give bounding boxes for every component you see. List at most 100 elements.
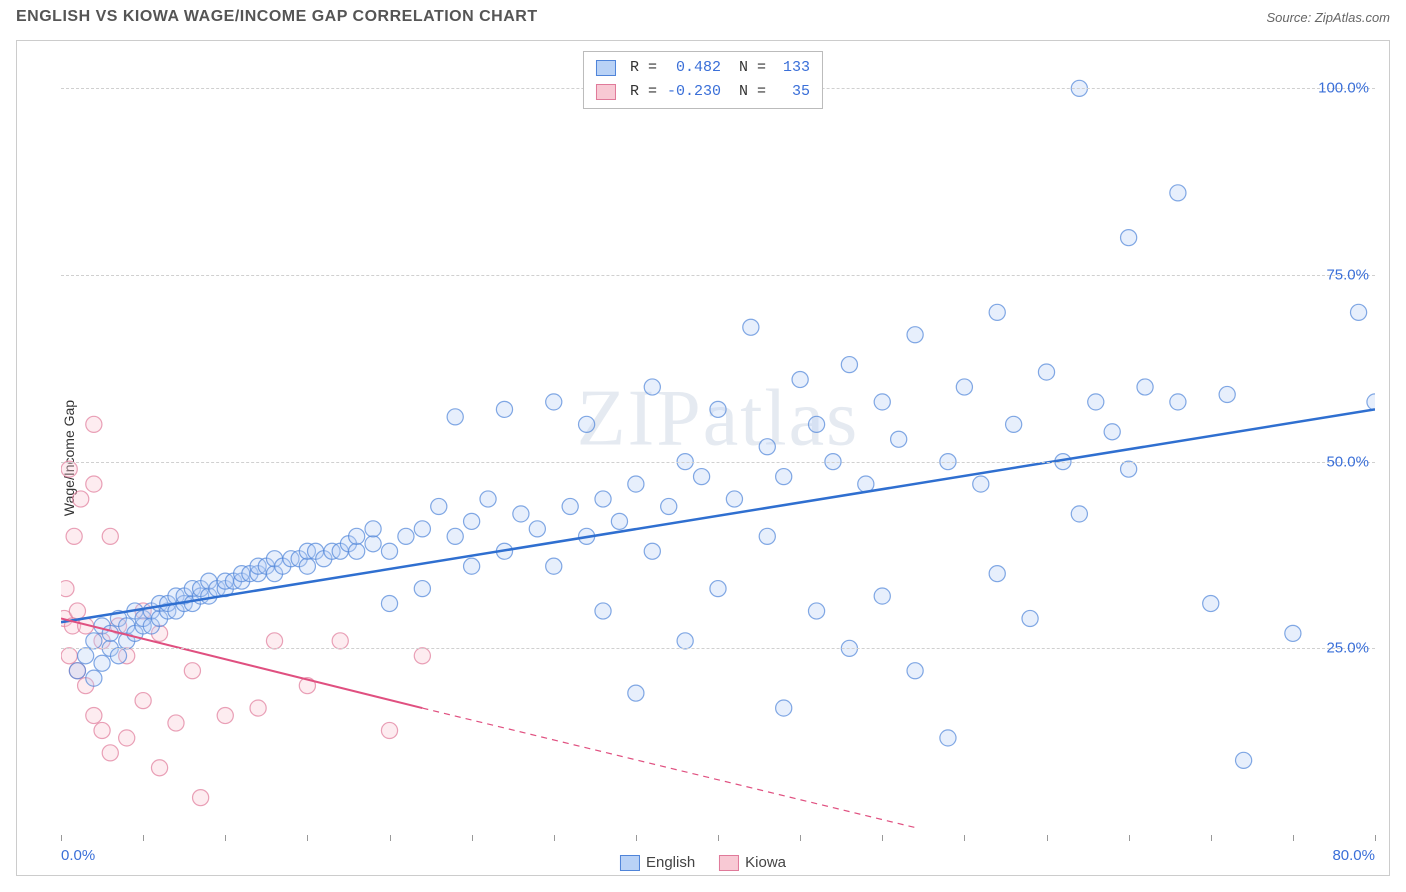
x-tick (1375, 835, 1376, 841)
kiowa-point (332, 633, 348, 649)
kiowa-point (66, 528, 82, 544)
x-tick (1047, 835, 1048, 841)
x-tick (800, 835, 801, 841)
x-tick (472, 835, 473, 841)
english-point (710, 401, 726, 417)
r-value: 0.482 (665, 56, 721, 80)
english-point (546, 558, 562, 574)
kiowa-point (135, 693, 151, 709)
english-point (496, 401, 512, 417)
english-point (611, 513, 627, 529)
english-point (1038, 364, 1054, 380)
english-point (1121, 230, 1137, 246)
english-point (956, 379, 972, 395)
kiowa-point (61, 461, 77, 477)
english-point (1088, 394, 1104, 410)
english-point (1022, 610, 1038, 626)
english-point (447, 409, 463, 425)
english-point (792, 371, 808, 387)
r-label: R = (630, 56, 657, 80)
english-point (579, 416, 595, 432)
english-point (398, 528, 414, 544)
y-tick-label: 100.0% (1318, 80, 1369, 97)
n-value: 133 (774, 56, 810, 80)
english-point (710, 581, 726, 597)
english-point (529, 521, 545, 537)
kiowa-point (119, 730, 135, 746)
english-point (299, 558, 315, 574)
kiowa-point (168, 715, 184, 731)
english-point (102, 625, 118, 641)
kiowa-point (414, 648, 430, 664)
english-point (431, 498, 447, 514)
gridline (61, 275, 1375, 276)
legend-swatch (719, 855, 739, 871)
legend-item: Kiowa (719, 854, 786, 871)
english-point (891, 431, 907, 447)
chart-title: ENGLISH VS KIOWA WAGE/INCOME GAP CORRELA… (16, 8, 538, 26)
stats-swatch (596, 84, 616, 100)
x-tick (1211, 835, 1212, 841)
english-point (1236, 752, 1252, 768)
x-tick (1293, 835, 1294, 841)
english-point (1170, 185, 1186, 201)
english-point (1006, 416, 1022, 432)
english-point (907, 663, 923, 679)
english-point (464, 558, 480, 574)
kiowa-point (266, 633, 282, 649)
english-point (381, 595, 397, 611)
legend-label: English (646, 854, 695, 871)
x-tick (554, 835, 555, 841)
stats-row: R =-0.230N =35 (596, 80, 810, 104)
english-point (365, 536, 381, 552)
english-point (808, 416, 824, 432)
english-point (973, 476, 989, 492)
english-point (776, 469, 792, 485)
legend-label: Kiowa (745, 854, 786, 871)
y-tick-label: 75.0% (1326, 267, 1369, 284)
kiowa-point (151, 760, 167, 776)
english-point (1350, 304, 1366, 320)
english-point (447, 528, 463, 544)
scatter-svg (61, 51, 1375, 835)
n-value: 35 (774, 80, 810, 104)
kiowa-point (86, 707, 102, 723)
gridline (61, 648, 1375, 649)
source-label: Source: ZipAtlas.com (1266, 10, 1390, 25)
english-point (365, 521, 381, 537)
english-point (808, 603, 824, 619)
series-legend: English Kiowa (620, 854, 786, 871)
english-point (1219, 386, 1235, 402)
legend-item: English (620, 854, 695, 871)
x-axis-max-label: 80.0% (1332, 847, 1375, 864)
english-point (1121, 461, 1137, 477)
gridline (61, 462, 1375, 463)
x-tick (1129, 835, 1130, 841)
english-point (989, 566, 1005, 582)
x-tick (61, 835, 62, 841)
english-point (1285, 625, 1301, 641)
n-label: N = (739, 80, 766, 104)
english-point (759, 439, 775, 455)
x-tick (636, 835, 637, 841)
x-tick (390, 835, 391, 841)
kiowa-point (61, 648, 77, 664)
legend-swatch (620, 855, 640, 871)
english-point (726, 491, 742, 507)
english-point (414, 521, 430, 537)
english-point (562, 498, 578, 514)
kiowa-point (86, 476, 102, 492)
english-point (1170, 394, 1186, 410)
english-point (759, 528, 775, 544)
english-point (841, 357, 857, 373)
english-point (989, 304, 1005, 320)
x-tick (307, 835, 308, 841)
x-tick (964, 835, 965, 841)
kiowa-point (193, 790, 209, 806)
english-point (86, 670, 102, 686)
kiowa-trendline-ext (422, 708, 915, 827)
kiowa-point (69, 603, 85, 619)
english-point (1104, 424, 1120, 440)
y-tick-label: 25.0% (1326, 640, 1369, 657)
chart-frame: Wage/Income Gap ZIPatlas 25.0%50.0%75.0%… (16, 40, 1390, 876)
